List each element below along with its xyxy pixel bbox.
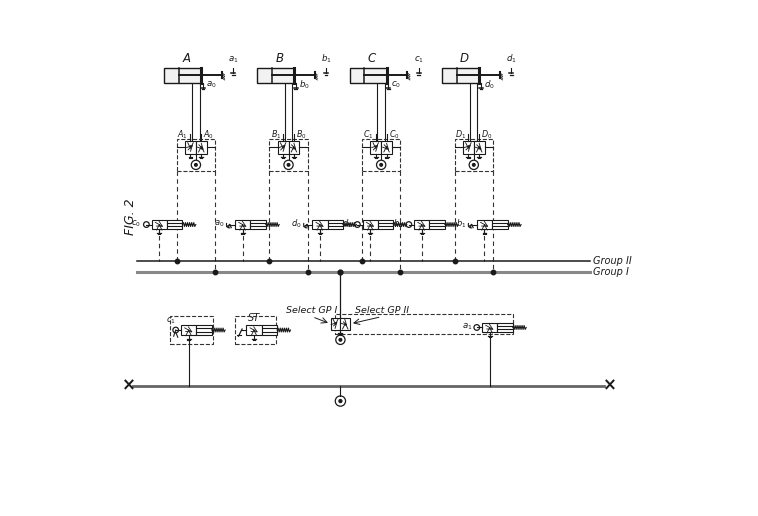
Bar <box>455 139 493 171</box>
Bar <box>330 318 340 330</box>
Bar <box>196 325 211 335</box>
Bar <box>170 316 213 345</box>
Bar <box>362 139 400 171</box>
Text: Group II: Group II <box>593 255 631 266</box>
Text: ×: × <box>603 377 616 395</box>
Bar <box>257 68 294 83</box>
Bar <box>430 220 445 230</box>
Text: $b_1$: $b_1$ <box>456 218 466 230</box>
Text: $D_0$: $D_0$ <box>481 128 493 141</box>
Bar <box>277 141 289 154</box>
Bar <box>235 220 250 230</box>
Bar <box>250 220 266 230</box>
Circle shape <box>380 164 383 166</box>
Bar <box>196 141 207 154</box>
Text: C: C <box>368 52 376 65</box>
Text: A: A <box>183 52 191 65</box>
Text: Select GP I: Select GP I <box>287 306 338 315</box>
Text: $d_0$: $d_0$ <box>484 79 495 91</box>
Bar <box>177 139 215 171</box>
Bar <box>371 141 381 154</box>
Bar <box>335 314 513 334</box>
Text: $a_1$: $a_1$ <box>462 321 473 332</box>
Text: D: D <box>460 52 469 65</box>
Text: $c_1$: $c_1$ <box>165 315 176 326</box>
Text: $A_0$: $A_0$ <box>203 128 215 141</box>
Text: $d_1$: $d_1$ <box>506 53 517 65</box>
Bar <box>497 322 513 332</box>
Bar <box>340 318 350 330</box>
Circle shape <box>195 164 197 166</box>
Bar <box>463 141 474 154</box>
Bar <box>185 141 196 154</box>
Text: $C_1$: $C_1$ <box>363 128 374 141</box>
Circle shape <box>339 399 342 402</box>
Text: $d_0$: $d_0$ <box>291 218 302 230</box>
Bar <box>362 220 378 230</box>
Bar <box>246 325 262 335</box>
Circle shape <box>339 338 342 341</box>
Text: $B_1$: $B_1$ <box>271 128 281 141</box>
Text: $b_1$: $b_1$ <box>321 53 331 65</box>
Bar <box>492 220 508 230</box>
Bar <box>474 141 484 154</box>
Text: $a_0$: $a_0$ <box>215 219 224 229</box>
Bar <box>349 68 387 83</box>
Text: $a_0$: $a_0$ <box>206 80 217 90</box>
Text: $c_1$: $c_1$ <box>414 55 424 65</box>
Bar <box>164 68 202 83</box>
Text: $A_1$: $A_1$ <box>177 128 189 141</box>
Text: ST: ST <box>248 313 260 322</box>
Bar <box>289 141 299 154</box>
Bar <box>167 220 183 230</box>
Bar <box>152 220 167 230</box>
Text: $b_0$: $b_0$ <box>299 79 309 91</box>
Text: $d_1$: $d_1$ <box>342 218 352 230</box>
Bar <box>482 322 497 332</box>
Text: $C_0$: $C_0$ <box>389 128 399 141</box>
Text: $b_0$: $b_0$ <box>393 218 404 230</box>
Text: $c_0$: $c_0$ <box>391 80 402 90</box>
Bar <box>235 316 276 345</box>
Text: B: B <box>275 52 283 65</box>
Text: FIG. 2: FIG. 2 <box>124 199 137 235</box>
Bar <box>270 139 308 171</box>
Text: $B_0$: $B_0$ <box>296 128 307 141</box>
Bar <box>312 220 327 230</box>
Bar <box>381 141 392 154</box>
Text: $a_1$: $a_1$ <box>228 55 239 65</box>
Text: Group I: Group I <box>593 267 628 278</box>
Text: $D_1$: $D_1$ <box>455 128 466 141</box>
Bar <box>414 220 430 230</box>
Bar <box>327 220 343 230</box>
Bar <box>378 220 393 230</box>
Bar <box>477 220 492 230</box>
Text: $c_0$: $c_0$ <box>131 219 141 229</box>
Bar <box>181 325 196 335</box>
Bar <box>443 68 479 83</box>
Text: ×: × <box>122 377 136 395</box>
Circle shape <box>287 164 290 166</box>
Text: Select GP II: Select GP II <box>355 306 409 315</box>
Circle shape <box>472 164 475 166</box>
Bar <box>262 325 277 335</box>
